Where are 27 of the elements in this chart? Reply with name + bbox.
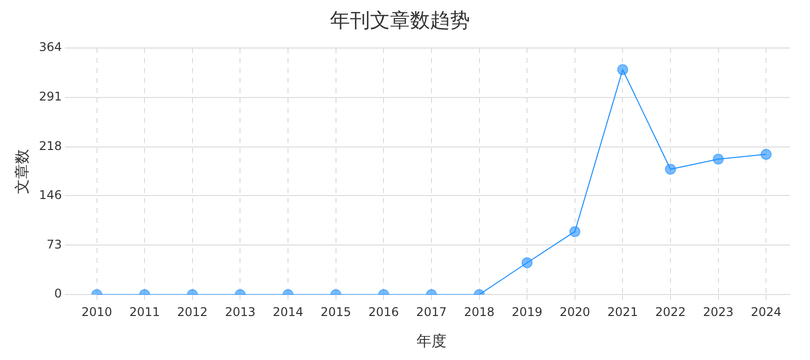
x-tick-label: 2021 [607,304,638,319]
x-tick-label: 2014 [272,304,304,319]
y-axis-title: 文章数 [12,148,31,194]
x-axis-title: 年度 [416,332,446,350]
x-tick-label: 2016 [368,304,399,319]
point [664,164,676,175]
x-tick-label: 2015 [320,304,352,319]
x-tick-label: 2012 [177,304,208,319]
x-tick-label: 2020 [560,304,590,319]
x-tick-label: 2022 [655,304,686,319]
y-tick-label: 146 [39,188,62,202]
y-tick-label: 73 [46,237,62,252]
x-tick-label: 2011 [129,304,160,319]
x-tick-label: 2019 [512,304,542,319]
y-tick-label: 364 [39,40,62,54]
y-tick-label: 0 [54,286,62,301]
y-tick-label: 218 [39,139,62,154]
x-tick-label: 2023 [703,304,734,319]
x-tick-label: 2024 [750,304,782,319]
chart-title: 年刊文章数趋势 [330,8,470,32]
point [712,154,724,165]
x-tick-label: 2018 [464,304,495,319]
x-tick-label: 2013 [224,304,256,319]
y-tick-label: 291 [39,90,62,104]
x-tick-label: 2010 [82,304,112,319]
x-tick-label: 2017 [416,304,447,319]
point [760,148,772,160]
